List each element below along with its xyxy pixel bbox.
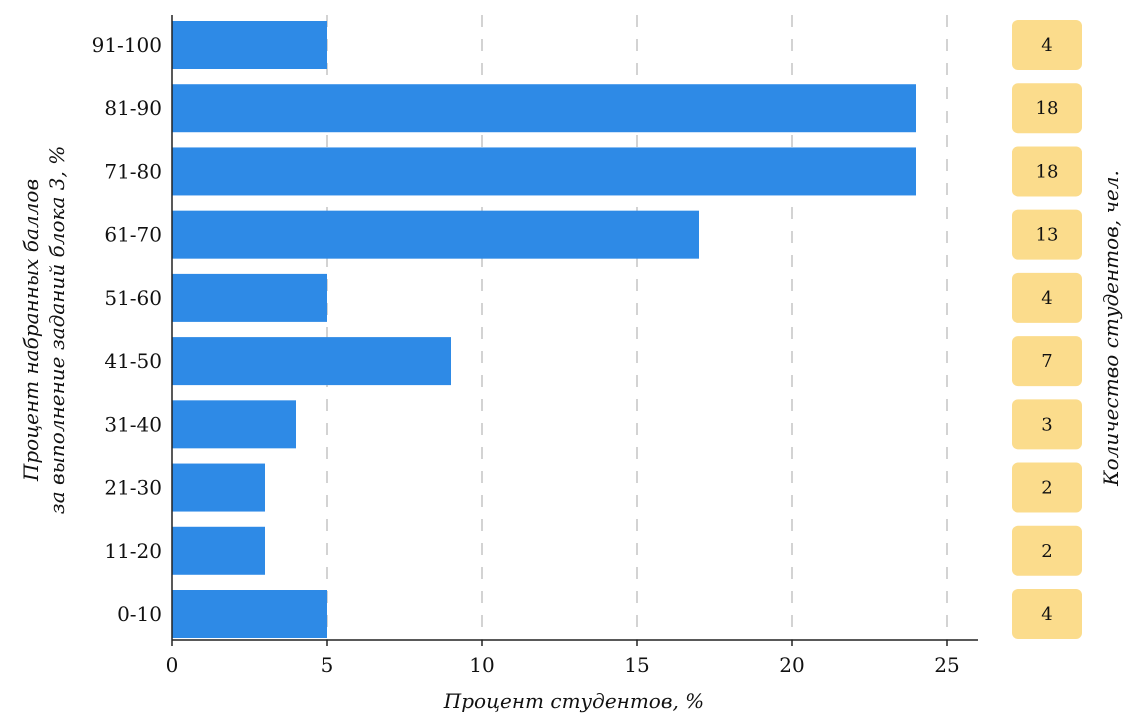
y-tick-label: 81-90 <box>104 96 162 120</box>
y-axis-title-line-2: за выполнение заданий блока 3, % <box>45 146 69 514</box>
count-label: 18 <box>1036 98 1059 119</box>
count-label: 18 <box>1036 161 1059 182</box>
count-label: 2 <box>1041 541 1052 562</box>
y-tick-label: 91-100 <box>92 33 162 57</box>
bar <box>172 337 451 386</box>
count-badge <box>1012 399 1082 450</box>
bars <box>172 21 916 638</box>
axes <box>171 15 978 641</box>
y-axis-title-line-1: Процент набранных баллов <box>19 179 43 482</box>
x-axis-title: Процент студентов, % <box>443 689 704 713</box>
x-tick-label: 10 <box>469 653 494 677</box>
y-tick-label: 0-10 <box>117 602 162 626</box>
y-axis-title: Процент набранных баллов за выполнение з… <box>19 146 69 514</box>
y-tick-labels: 0-10 11-20 21-30 31-40 41-50 51-60 61-70 71-80 8… <box>92 33 162 626</box>
count-badge <box>1012 209 1082 260</box>
y-tick-label: 31-40 <box>104 412 162 436</box>
count-label: 2 <box>1041 478 1052 499</box>
count-badge <box>1012 272 1082 323</box>
count-label: 4 <box>1041 604 1052 625</box>
y-tick-label: 51-60 <box>104 286 162 310</box>
count-label: 7 <box>1041 351 1052 372</box>
x-tick-label: 15 <box>624 653 649 677</box>
bar <box>172 84 916 133</box>
count-badge <box>1012 525 1082 576</box>
x-tick-label: 0 <box>166 653 179 677</box>
y-tick-label: 61-70 <box>104 223 162 247</box>
bar <box>172 147 916 196</box>
x-tick-label: 5 <box>321 653 334 677</box>
x-tick-label: 20 <box>779 653 804 677</box>
count-badge <box>1012 336 1082 387</box>
bar <box>172 463 265 512</box>
bar <box>172 400 296 449</box>
right-axis-title: Количество студентов, чел. <box>1099 170 1123 487</box>
count-label: 3 <box>1041 414 1052 435</box>
count-badge <box>1012 462 1082 513</box>
bar <box>172 590 327 638</box>
count-badge <box>1012 83 1082 134</box>
count-badge <box>1012 20 1082 70</box>
count-label: 4 <box>1041 35 1052 56</box>
y-tick-label: 21-30 <box>104 476 162 500</box>
x-tick-labels: 0 5 10 15 20 25 <box>166 640 960 677</box>
count-badge <box>1012 589 1082 639</box>
bar <box>172 210 699 259</box>
student-count-title: Количество студентов, чел. <box>1099 170 1123 487</box>
student-count-badges: 4 2 2 3 7 4 13 18 18 4 <box>1012 20 1082 639</box>
y-tick-label: 41-50 <box>104 349 162 373</box>
y-tick-label: 11-20 <box>104 539 162 563</box>
bar <box>172 526 265 575</box>
bar <box>172 273 327 322</box>
count-label: 13 <box>1036 225 1059 246</box>
count-badge <box>1012 146 1082 197</box>
y-tick-label: 71-80 <box>104 159 162 183</box>
x-tick-label: 25 <box>934 653 959 677</box>
count-label: 4 <box>1041 288 1052 309</box>
bar <box>172 21 327 69</box>
